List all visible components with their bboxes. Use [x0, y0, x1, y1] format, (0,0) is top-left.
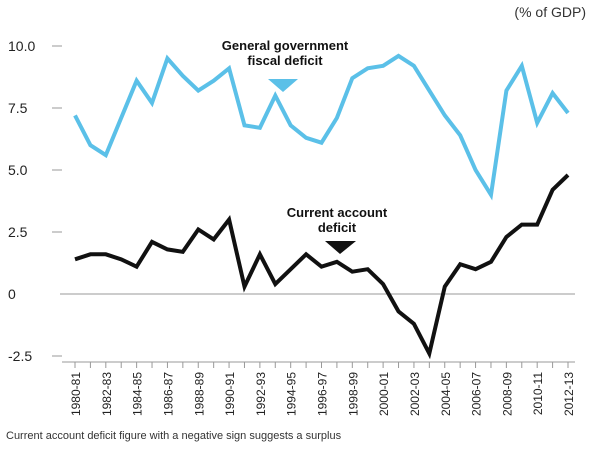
- fiscal-deficit-pointer: [268, 79, 298, 92]
- fiscal-deficit-label-line-1: General government: [221, 38, 349, 53]
- current-account-annotation: Current account deficit: [262, 205, 412, 235]
- x-tick-label: 1980-81: [69, 372, 83, 416]
- x-tick-label: 1996-97: [316, 372, 330, 416]
- unit-label: (% of GDP): [514, 4, 586, 20]
- fiscal-deficit-line: [73, 53, 570, 201]
- y-tick-label: 5.0: [8, 162, 28, 178]
- x-tick-label: 2008-09: [500, 372, 514, 416]
- x-tick-label: 1998-99: [346, 372, 360, 416]
- x-tick-label: 1990-91: [223, 372, 237, 416]
- y-tick-label: 2.5: [8, 224, 28, 240]
- x-tick-label: 1986-87: [161, 372, 175, 416]
- x-tick-label: 1992-93: [254, 372, 268, 416]
- x-tick-label: 1982-83: [100, 372, 114, 416]
- y-tick-label: -2.5: [8, 348, 32, 364]
- footnote: Current account deficit figure with a ne…: [6, 430, 342, 442]
- x-tick-label: 2006-07: [470, 372, 484, 416]
- x-tick-label: 2002-03: [408, 372, 422, 416]
- x-tick-label: 1984-85: [131, 372, 145, 416]
- x-tick-label: 1994-95: [285, 372, 299, 416]
- y-tick-label: 0: [8, 286, 16, 302]
- current-account-line: [74, 173, 570, 360]
- fiscal-deficit-label-line-2: fiscal deficit: [247, 53, 323, 68]
- y-tick-label: 10.0: [8, 38, 35, 54]
- current-account-label-line-2: deficit: [317, 220, 357, 235]
- x-tick-label: 2012-13: [562, 372, 576, 416]
- fiscal-deficit-annotation: General government fiscal deficit: [190, 38, 380, 68]
- x-tick-label: 2010-11: [531, 372, 545, 415]
- x-tick-label: 2000-01: [377, 372, 391, 416]
- x-tick-label: 2004-05: [439, 372, 453, 416]
- y-tick-label: 7.5: [8, 100, 28, 116]
- x-tick-label: 1988-89: [192, 372, 206, 416]
- current-account-pointer: [325, 241, 356, 254]
- current-account-label-line-1: Current account: [286, 205, 388, 220]
